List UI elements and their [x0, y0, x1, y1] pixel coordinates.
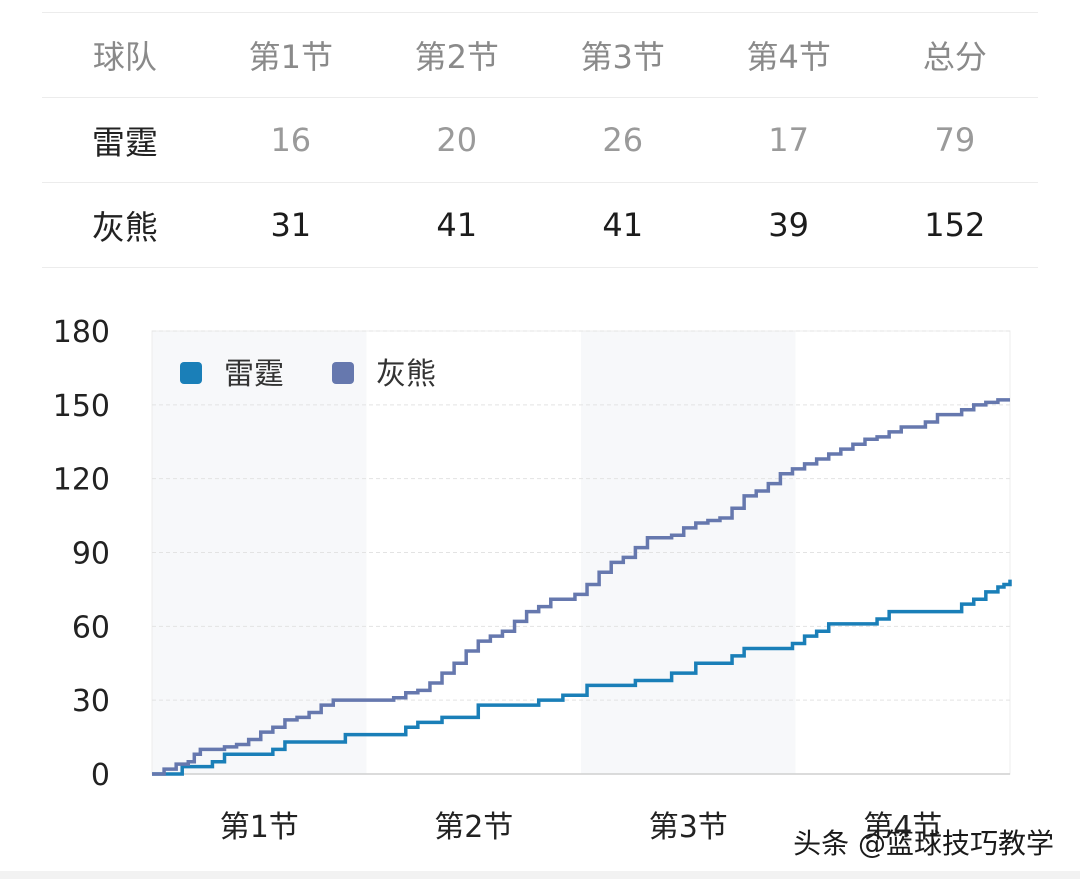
q4-score: 39	[705, 182, 872, 268]
score-table: 球队 第1节 第2节 第3节 第4节 总分 雷霆 16 20 26 17 79 …	[42, 12, 1038, 268]
total-score: 79	[871, 97, 1038, 183]
q2-score: 41	[373, 182, 540, 268]
y-tick-label: 150	[53, 389, 110, 424]
header-q2: 第2节	[373, 12, 540, 98]
x-tick-label: 第4节	[863, 810, 942, 845]
header-total: 总分	[871, 12, 1038, 98]
watermark: 头条 @篮球技巧教学	[793, 827, 1054, 860]
y-tick-label: 60	[72, 610, 110, 645]
q2-score: 20	[373, 97, 540, 183]
total-score: 152	[871, 182, 1038, 268]
q4-score: 17	[705, 97, 872, 183]
table-row: 雷霆 16 20 26 17 79	[42, 97, 1038, 183]
y-tick-label: 120	[53, 463, 110, 498]
y-tick-label: 0	[91, 758, 110, 793]
legend-swatch	[180, 362, 202, 384]
q1-score: 31	[207, 182, 374, 268]
header-q3: 第3节	[539, 12, 706, 98]
y-tick-label: 30	[72, 684, 110, 719]
legend-swatch	[332, 362, 354, 384]
y-tick-label: 180	[53, 315, 110, 350]
series-line-thunder	[152, 579, 1012, 776]
q3-score: 41	[539, 182, 706, 268]
q3-score: 26	[539, 97, 706, 183]
legend-label: 雷霆	[224, 357, 284, 392]
header-q4: 第4节	[705, 12, 872, 98]
q1-score: 16	[207, 97, 374, 183]
table-row: 灰熊 31 41 41 39 152	[42, 182, 1038, 268]
header-team: 球队	[42, 12, 208, 98]
x-tick-label: 第3节	[649, 810, 728, 845]
header-q1: 第1节	[207, 12, 374, 98]
x-tick-label: 第2节	[434, 810, 513, 845]
team-name: 雷霆	[42, 97, 208, 183]
legend-label: 灰熊	[376, 357, 436, 392]
x-tick-label: 第1节	[220, 810, 299, 845]
score-progression-chart: 0 30 60 90 120 150 180 第1节 第2节 第3节 第4节 雷霆 灰熊	[53, 315, 1012, 845]
series-line-grizzlies	[152, 398, 1010, 776]
table-header-row: 球队 第1节 第2节 第3节 第4节 总分	[42, 12, 1038, 98]
team-name: 灰熊	[42, 182, 208, 268]
y-tick-label: 90	[72, 537, 110, 572]
bottom-divider	[0, 871, 1080, 879]
